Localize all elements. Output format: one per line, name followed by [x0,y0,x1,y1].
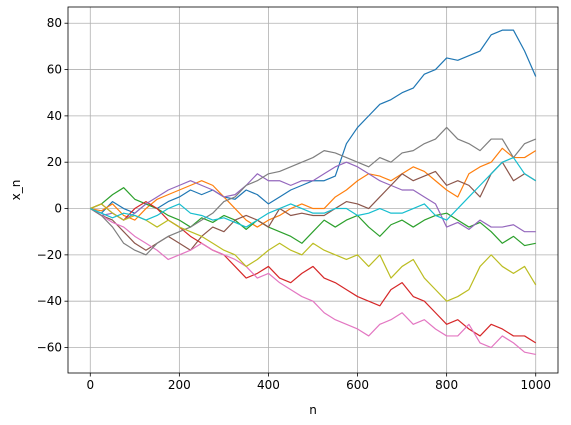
y-tick-label: −20 [37,248,62,262]
y-tick-label: −60 [37,341,62,355]
series-line [89,161,537,251]
y-tick-label: −40 [37,294,62,308]
series-line [90,187,536,247]
y-tick-label: 40 [47,109,62,123]
y-axis-label: x_n [9,180,23,201]
x-tick-label: 0 [86,378,94,392]
y-tick-label: 80 [47,16,62,30]
series-line [90,203,537,302]
series-line [90,156,537,228]
series-line [89,126,536,256]
x-tick-label: 200 [168,378,191,392]
series-line [89,208,536,356]
plot-frame [67,6,559,374]
x-axis-label: n [309,403,317,417]
series-line [90,147,537,228]
series-line [89,161,536,233]
x-tick-label: 400 [257,378,280,392]
x-tick-label: 600 [346,378,369,392]
y-tick-label: 20 [47,155,62,169]
y-tick-label: 60 [47,63,62,77]
y-tick-label: 0 [54,202,62,216]
series-line [90,200,537,344]
x-tick-label: 800 [435,378,458,392]
x-tick-label: 1000 [520,378,551,392]
